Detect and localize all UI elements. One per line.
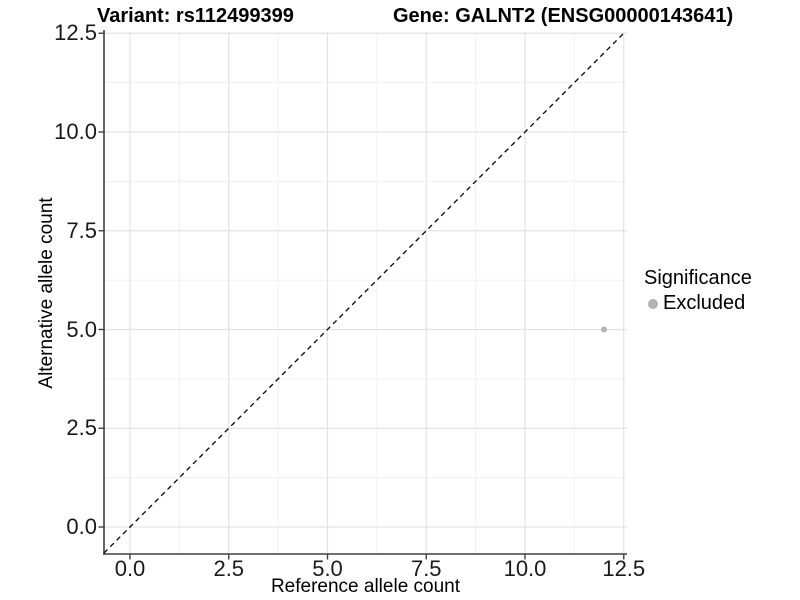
identity-dashed-line: [103, 30, 627, 554]
legend-item: Excluded: [644, 292, 752, 315]
plot-title-gene: Gene: GALNT2 (ENSG00000143641): [393, 5, 734, 27]
legend: Significance Excluded: [644, 267, 752, 315]
x-tick-label: 5.0: [312, 556, 343, 581]
x-tick-label: 2.5: [213, 556, 245, 581]
y-tick-label: 7.5: [66, 217, 97, 243]
y-tick-label: 0.0: [66, 514, 97, 539]
plot-title-variant: Variant: rs112499399: [97, 5, 294, 27]
x-tick-label: 10.0: [503, 556, 547, 581]
x-tick-label: 7.5: [410, 556, 442, 581]
legend-key-circle-icon: [648, 298, 658, 309]
legend-title: Significance: [644, 267, 752, 289]
x-tick-label: 12.5: [602, 556, 646, 581]
legend-items: Excluded: [644, 292, 752, 315]
y-tick-label: 2.5: [66, 415, 97, 441]
legend-item-label: Excluded: [663, 292, 746, 314]
y-tick-label: 5.0: [66, 316, 97, 342]
y-tick-label: 10.0: [54, 119, 97, 144]
x-tick-label: 0.0: [114, 556, 146, 581]
x-axis-title: Reference allele count: [270, 576, 461, 597]
y-axis-title: Alternative allele count: [36, 197, 57, 389]
y-tick-label: 12.5: [54, 20, 97, 46]
data-point: [601, 326, 607, 333]
